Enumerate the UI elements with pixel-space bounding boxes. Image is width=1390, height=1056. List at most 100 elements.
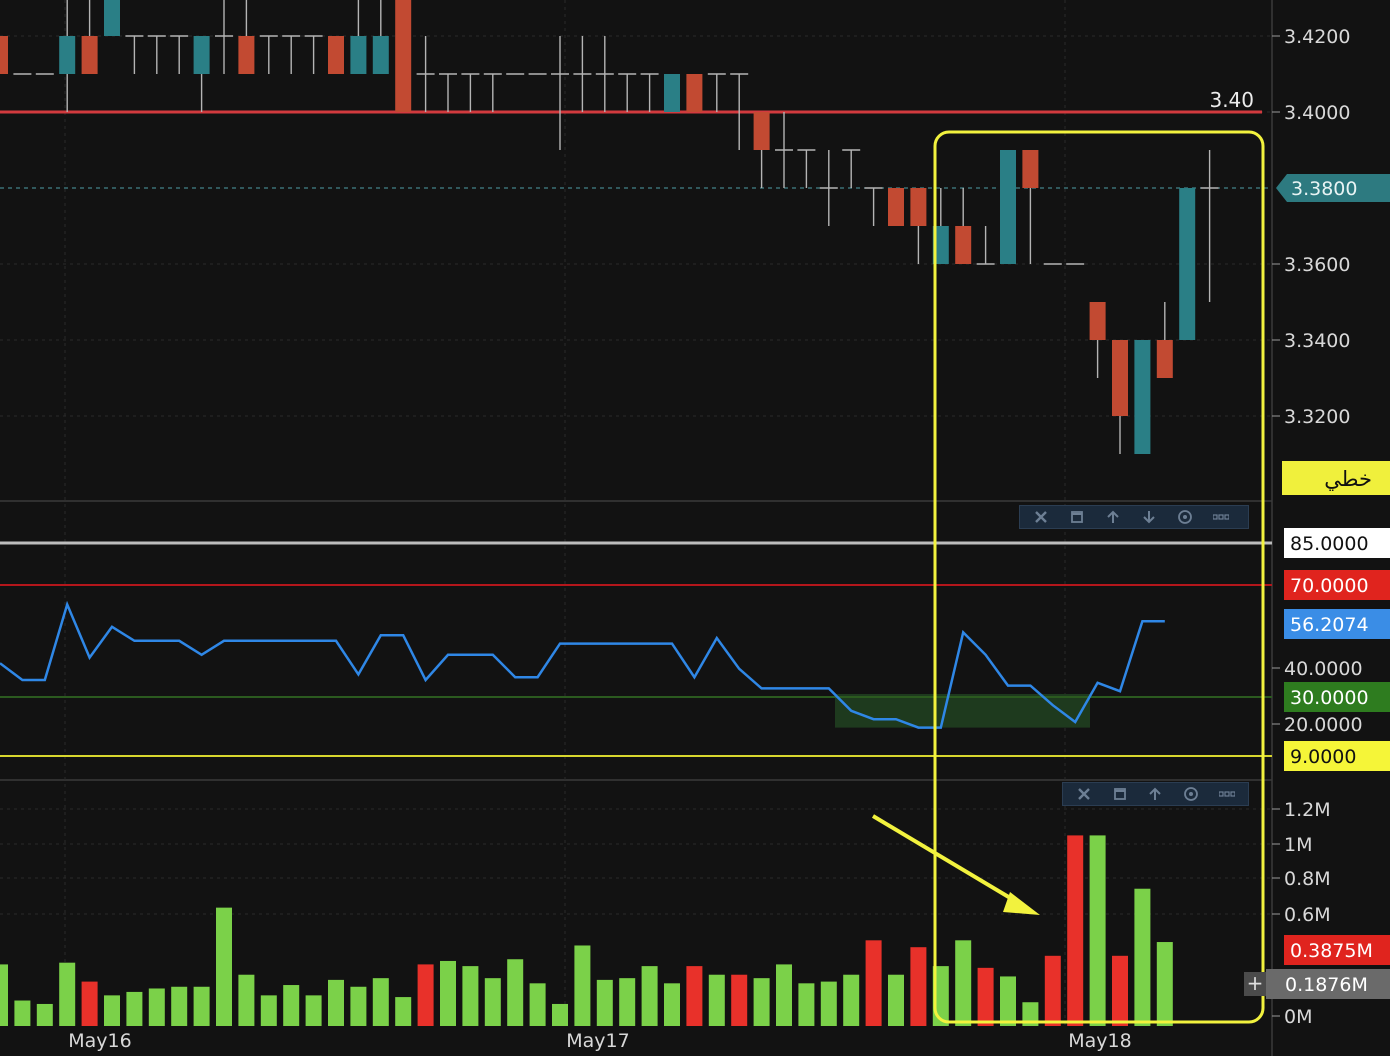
candle-body: [955, 226, 972, 264]
volume-bar: [977, 967, 994, 1026]
volume-bar: [216, 907, 232, 1026]
volume-bar: [238, 974, 255, 1026]
settings-icon[interactable]: [1170, 507, 1200, 527]
volume-bar: [776, 964, 792, 1026]
volume-tick-label: 0M: [1284, 1006, 1312, 1028]
candle-body: [1112, 340, 1128, 416]
oscillator-level-badge: [1284, 741, 1390, 771]
volume-bar: [81, 981, 98, 1026]
oscillator-level-badge: [1284, 528, 1390, 558]
volume-bar: [955, 940, 972, 1026]
more-icon[interactable]: [1206, 507, 1236, 527]
volume-bar: [0, 964, 8, 1026]
volume-bar: [619, 978, 636, 1026]
add-indicator-button[interactable]: +: [1244, 972, 1266, 996]
volume-bar: [888, 974, 904, 1026]
oscillator-tick-label: 40.0000: [1284, 658, 1363, 680]
candle-body: [395, 0, 412, 112]
volume-bar: [350, 986, 367, 1026]
last-price-badge: [1276, 174, 1390, 202]
chart-type-badge-label: خطي: [1324, 467, 1372, 491]
oscillator-current-badge: [1284, 609, 1390, 639]
volume-bar: [193, 986, 210, 1026]
volume-bar: [440, 960, 456, 1026]
volume-bar: [753, 978, 770, 1026]
volume-bar: [664, 983, 680, 1026]
volume-bar: [843, 974, 860, 1026]
candle-body: [888, 188, 904, 226]
oscillator-panel-toolbar: [1019, 505, 1249, 529]
price-tick-label: 3.3400: [1284, 330, 1350, 352]
volume-bar: [283, 985, 300, 1026]
volume-tick-label: 1.2M: [1284, 799, 1331, 821]
volume-bar: [507, 959, 524, 1026]
volume-bar: [798, 983, 815, 1026]
candle-body: [104, 0, 120, 36]
volume-bar: [1112, 955, 1128, 1026]
candle-body: [372, 36, 389, 74]
volume-current-label: 0.1876M: [1285, 974, 1368, 996]
volume-current-badge: [1266, 969, 1390, 999]
price-tick-label: 3.3600: [1284, 254, 1350, 276]
settings-icon[interactable]: [1176, 784, 1206, 804]
volume-bar: [910, 947, 927, 1026]
candle-body: [193, 36, 210, 74]
highlight-box: [933, 130, 1265, 1024]
chart-type-badge: [1282, 461, 1390, 495]
volume-current-label: 0.3875M: [1290, 940, 1373, 962]
candle-body: [664, 74, 680, 112]
volume-bar: [596, 979, 613, 1026]
candle-body: [932, 226, 949, 264]
volume-bar: [820, 981, 837, 1026]
move-up-icon[interactable]: [1141, 784, 1171, 804]
oscillator-level-label: 30.0000: [1290, 687, 1369, 709]
candle-body: [328, 36, 344, 74]
volume-bar: [552, 1003, 568, 1026]
volume-bar: [14, 1000, 31, 1026]
annotation-arrow: [871, 814, 1024, 907]
volume-bar: [328, 979, 344, 1026]
oscillator-level-label: 85.0000: [1290, 533, 1369, 555]
maximize-icon[interactable]: [1062, 507, 1092, 527]
volume-bar: [1000, 976, 1016, 1026]
move-up-icon[interactable]: [1098, 507, 1128, 527]
volume-bar: [529, 983, 546, 1026]
candle-body: [1179, 188, 1196, 340]
candle-body: [1022, 150, 1039, 188]
candle-body: [1000, 150, 1016, 264]
volume-bar: [305, 995, 322, 1026]
volume-current-badge: [1284, 935, 1390, 965]
resistance-line-label: 3.40: [1209, 88, 1254, 112]
candle-body: [910, 188, 927, 226]
maximize-icon[interactable]: [1105, 784, 1135, 804]
more-icon[interactable]: [1212, 784, 1242, 804]
candle-body: [1156, 340, 1173, 378]
oscillator-line: [0, 600, 1165, 729]
candle-body: [753, 112, 770, 150]
volume-bar: [104, 995, 120, 1026]
price-tick-label: 3.4200: [1284, 26, 1350, 48]
annotation-arrow-head: [1003, 892, 1040, 915]
volume-bar: [1134, 888, 1151, 1026]
volume-bar: [641, 966, 658, 1026]
move-down-icon[interactable]: [1134, 507, 1164, 527]
volume-tick-label: 1M: [1284, 834, 1312, 856]
volume-bar: [372, 978, 389, 1026]
volume-tick-label: 0.8M: [1284, 868, 1331, 890]
volume-bar: [1044, 955, 1061, 1026]
candle-body: [1134, 340, 1151, 454]
last-price-label: 3.3800: [1291, 178, 1357, 200]
volume-bar: [1022, 1002, 1039, 1026]
volume-bar: [731, 974, 748, 1026]
volume-bar: [1089, 835, 1106, 1026]
volume-panel-toolbar: [1062, 782, 1249, 806]
x-axis-date-label: May16: [68, 1030, 131, 1052]
candle-body: [350, 36, 367, 74]
volume-bar: [574, 945, 591, 1026]
close-icon[interactable]: [1026, 507, 1056, 527]
candle-body: [686, 74, 703, 112]
oscillator-level-label: 70.0000: [1290, 575, 1369, 597]
volume-bar: [417, 964, 434, 1026]
close-icon[interactable]: [1069, 784, 1099, 804]
